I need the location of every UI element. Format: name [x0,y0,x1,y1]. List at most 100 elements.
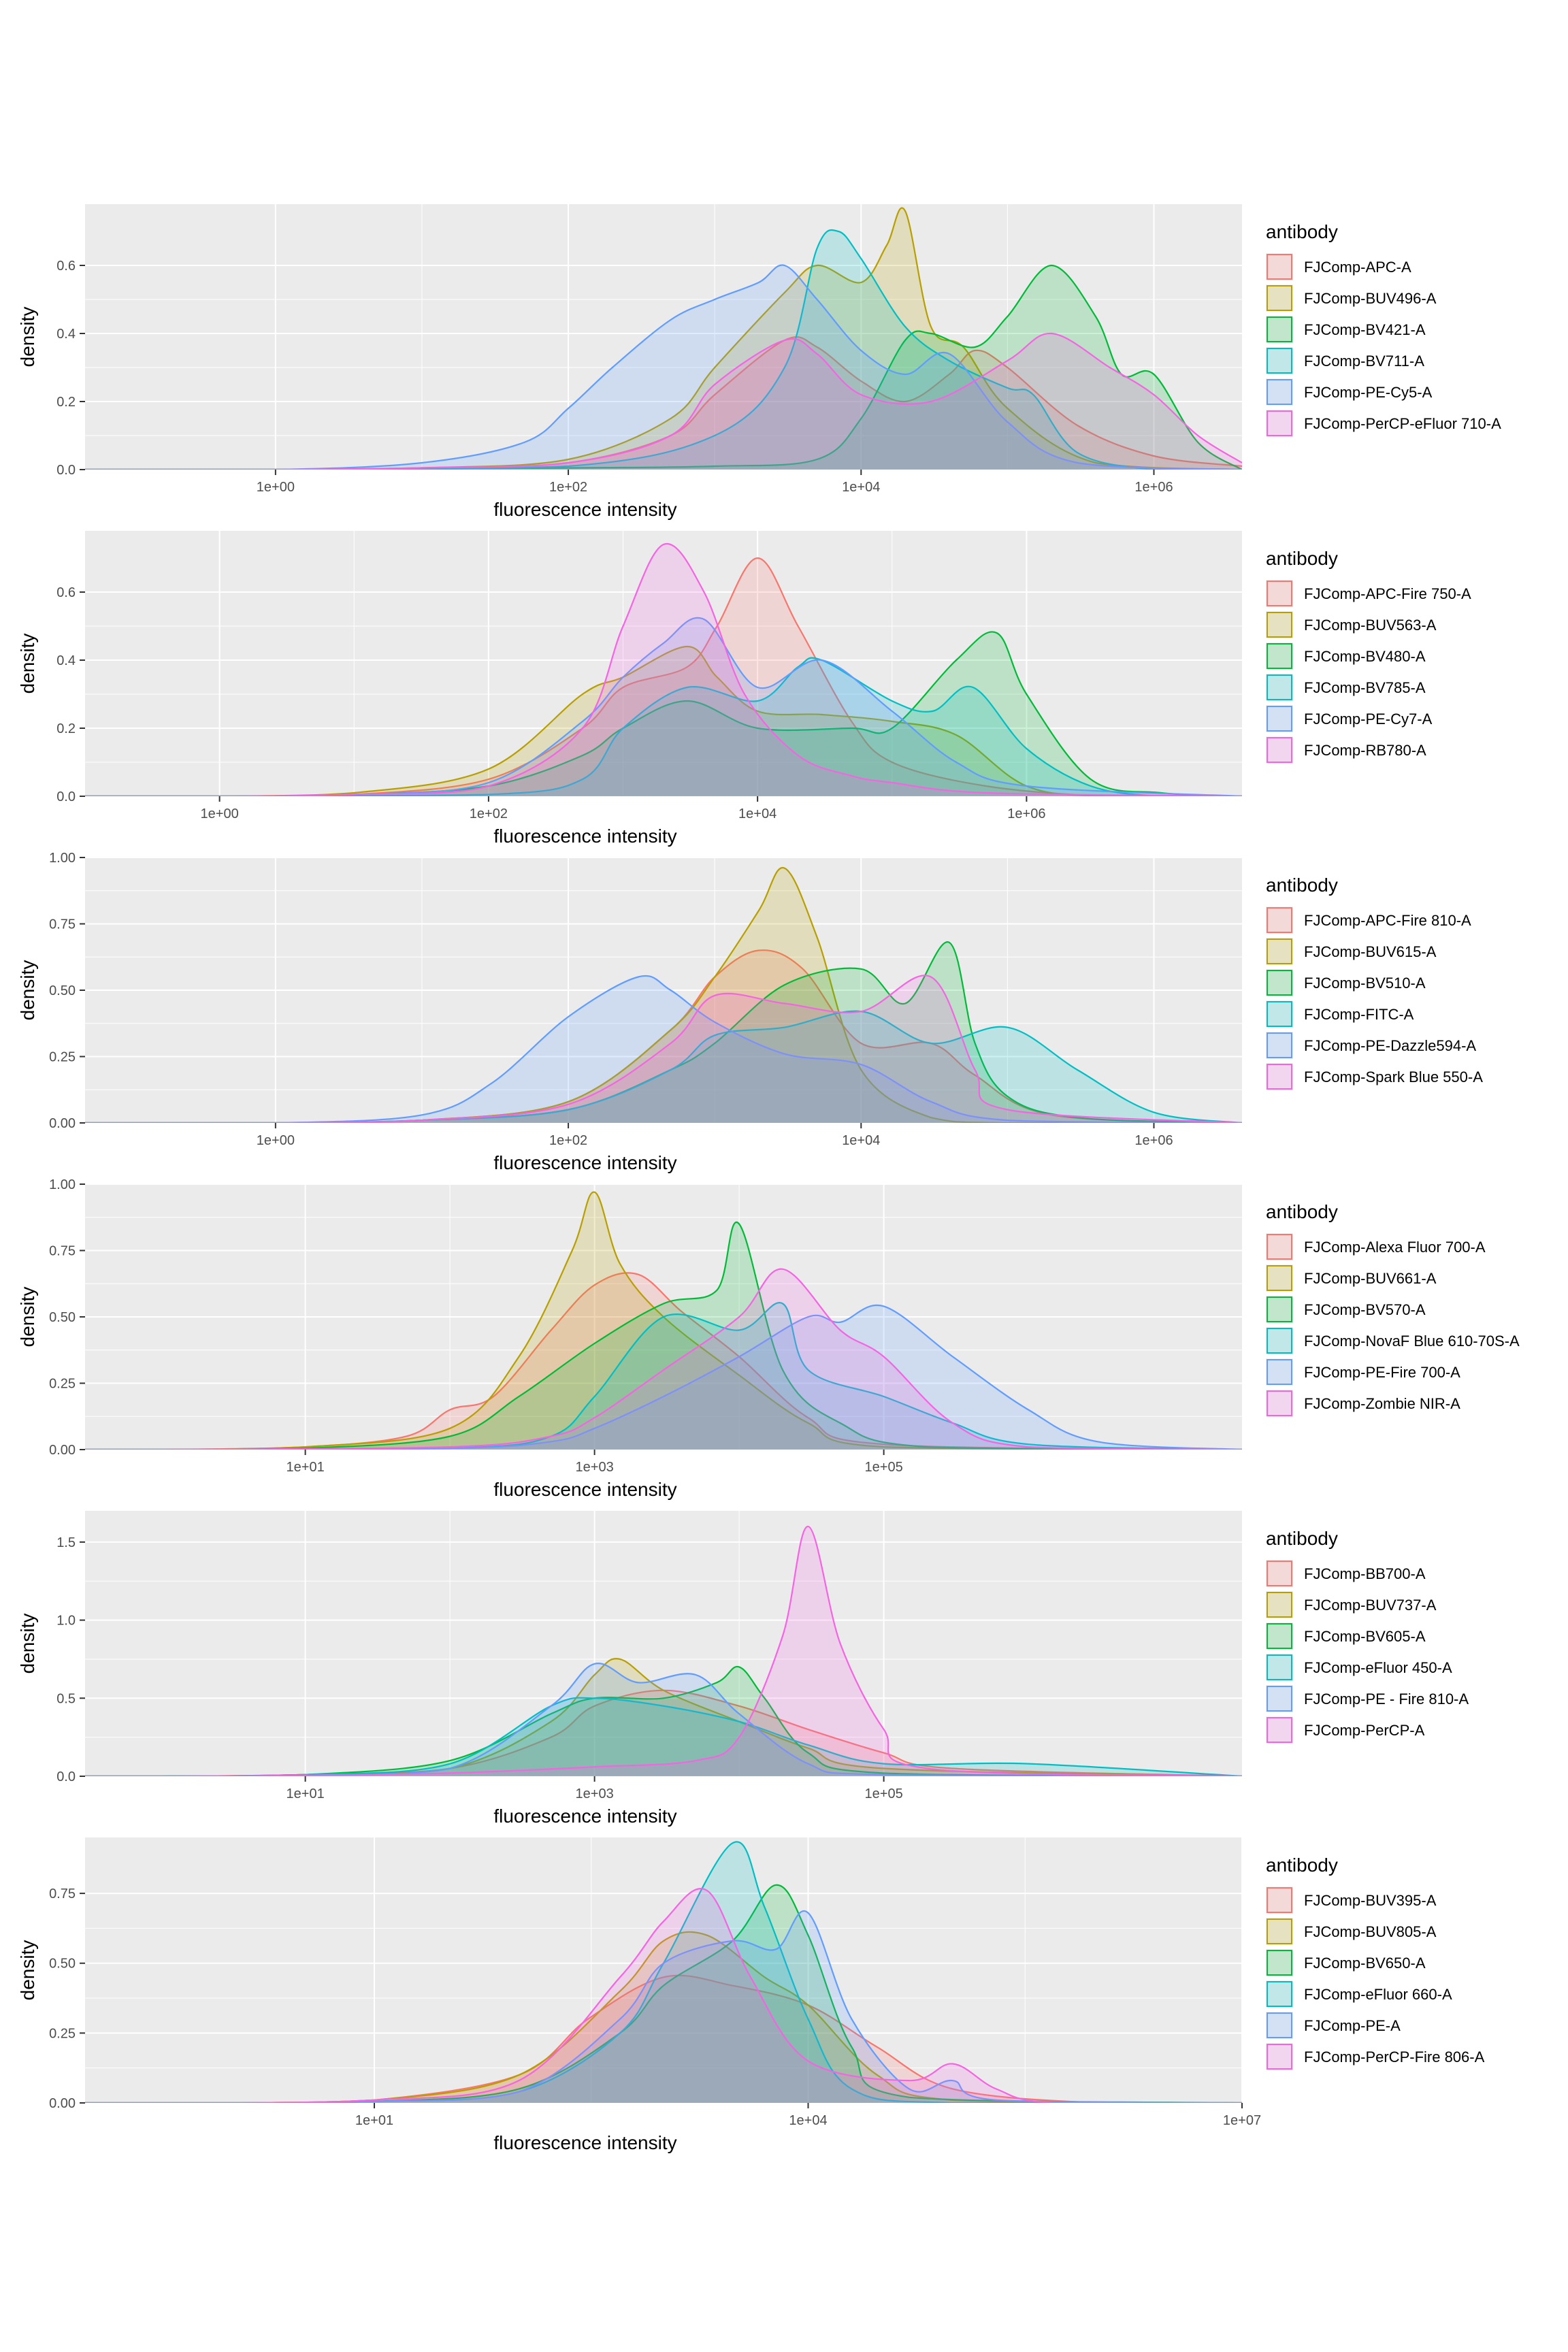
density-area-1 [85,1690,1242,1776]
density-areas [85,207,1242,470]
legend-label: FJComp-PE-Cy7-A [1304,710,1433,728]
density-line-6 [85,542,1242,796]
y-axis-title: density [17,1940,38,2001]
legend-key-bg [1266,1980,1293,2008]
legend-key-bg [1266,1622,1293,1650]
legend-key-bg [1266,580,1293,607]
density-area-4 [85,1842,1242,2103]
legend-key-bg [1266,1654,1293,1681]
y-axis-title: density [17,634,38,694]
legend-label: FJComp-BUV615-A [1304,943,1437,960]
legend-key-swatch [1267,1950,1292,1976]
density-line-5 [85,1304,1242,1450]
legend: antibody FJComp-Alexa Fluor 700-A FJComp-B… [1266,1201,1520,1417]
legend-key-bg [1266,410,1293,437]
legend-label: FJComp-Spark Blue 550-A [1304,1068,1483,1085]
chart-panel-4: 1e+01 1e+03 1e+05 0.00 0.25 0.50 0.75 1.00 fluor… [17,1177,1520,1500]
y-tick-label: 0.0 [56,463,76,478]
legend-key-bg [1266,1886,1293,1914]
x-tick-label: 1e+05 [865,1786,903,1801]
chart-panel-6: 1e+01 1e+04 1e+07 0.00 0.25 0.50 0.75 fluoresce… [17,1838,1485,2153]
y-tick-label: 0.50 [49,983,76,998]
legend-key-bg [1266,906,1293,934]
legend-key-bg [1266,1264,1293,1292]
legend-label: FJComp-NovaF Blue 610-70S-A [1304,1333,1520,1350]
legend-label: FJComp-BUV661-A [1304,1270,1437,1287]
density-area-5 [85,617,1242,796]
legend-key-bg [1266,1918,1293,1945]
legend-key-swatch [1267,970,1292,996]
density-area-1 [85,1273,1242,1450]
legend-title: antibody [1266,548,1338,569]
legend-key-swatch [1267,1001,1292,1027]
density-area-6 [85,333,1242,470]
chart-panel-1: 1e+00 1e+02 1e+04 1e+06 0.0 0.2 0.4 0.6 fluoresc… [17,204,1501,520]
density-line-2 [85,1191,1242,1450]
legend-label: FJComp-BV480-A [1304,648,1426,665]
legend-key-bg [1266,1032,1293,1059]
legend-label: FJComp-BUV395-A [1304,1892,1437,1909]
density-areas [85,1191,1242,1450]
y-tick-label: 0.5 [56,1691,76,1706]
legend-key-bg [1266,674,1293,701]
x-tick-label: 1e+01 [287,1786,325,1801]
legend-key-bg [1266,316,1293,343]
legend-label: FJComp-BUV563-A [1304,617,1437,634]
legend-key-swatch [1267,2012,1292,2038]
chart-panel-3: 1e+00 1e+02 1e+04 1e+06 0.00 0.25 0.50 0.75 1.00… [17,851,1483,1173]
legend-key-bg [1266,736,1293,764]
legend-key-swatch [1267,1686,1292,1712]
legend-title: antibody [1266,1201,1338,1222]
x-tick-label: 1e+00 [257,480,295,495]
legend-label: FJComp-BV711-A [1304,353,1424,370]
legend-key-swatch [1267,348,1292,374]
density-area-3 [85,265,1242,470]
plot-panel-background [85,531,1242,796]
density-area-4 [85,1697,1242,1776]
legend-label: FJComp-Alexa Fluor 700-A [1304,1239,1486,1256]
x-axis-title: fluorescence intensity [493,1152,676,1173]
density-area-6 [85,1269,1242,1450]
density-line-5 [85,1910,1242,2103]
legend-key-swatch [1267,1359,1292,1385]
y-axis-title: density [17,307,38,368]
legend-label: FJComp-BV605-A [1304,1628,1426,1645]
legend-label: FJComp-BUV737-A [1304,1597,1437,1614]
density-line-4 [85,229,1242,470]
legend-key-swatch [1267,285,1292,311]
y-tick-label: 0.4 [56,653,76,668]
legend-key-bg [1266,1685,1293,1712]
y-tick-label: 1.0 [56,1614,76,1629]
plot-panel-background [85,1838,1242,2103]
legend-key-swatch [1267,1032,1292,1058]
x-tick-label: 1e+07 [1223,2113,1261,2128]
legend: antibody FJComp-BB700-A FJComp-BUV737-A FJC… [1266,1528,1469,1744]
y-tick-label: 0.25 [49,1050,76,1065]
x-tick-label: 1e+00 [257,1133,295,1148]
density-area-2 [85,1192,1242,1450]
density-line-5 [85,975,1242,1123]
x-tick-label: 1e+06 [1007,806,1045,821]
legend-label: FJComp-PerCP-eFluor 710-A [1304,415,1501,432]
density-line-6 [85,1888,1242,2103]
legend-key-bg [1266,969,1293,996]
legend: antibody FJComp-APC-Fire 810-A FJComp-BUV6… [1266,875,1483,1090]
y-tick-label: 0.25 [49,2026,76,2041]
legend-key-swatch [1267,581,1292,606]
y-tick-label: 0.2 [56,721,76,736]
legend-key-bg [1266,1296,1293,1323]
plot-panel-background [85,1511,1242,1776]
x-tick-label: 1e+00 [201,806,239,821]
density-area-5 [85,265,1242,470]
legend-key-bg [1266,1063,1293,1090]
x-tick-label: 1e+04 [738,806,777,821]
y-tick-label: 0.00 [49,1116,76,1131]
legend-label: FJComp-BV785-A [1304,679,1426,696]
y-tick-label: 1.5 [56,1535,76,1550]
legend-key-swatch [1267,1623,1292,1649]
x-tick-label: 1e+03 [576,1460,614,1475]
y-tick-label: 0.25 [49,1377,76,1392]
y-tick-label: 0.50 [49,1310,76,1325]
